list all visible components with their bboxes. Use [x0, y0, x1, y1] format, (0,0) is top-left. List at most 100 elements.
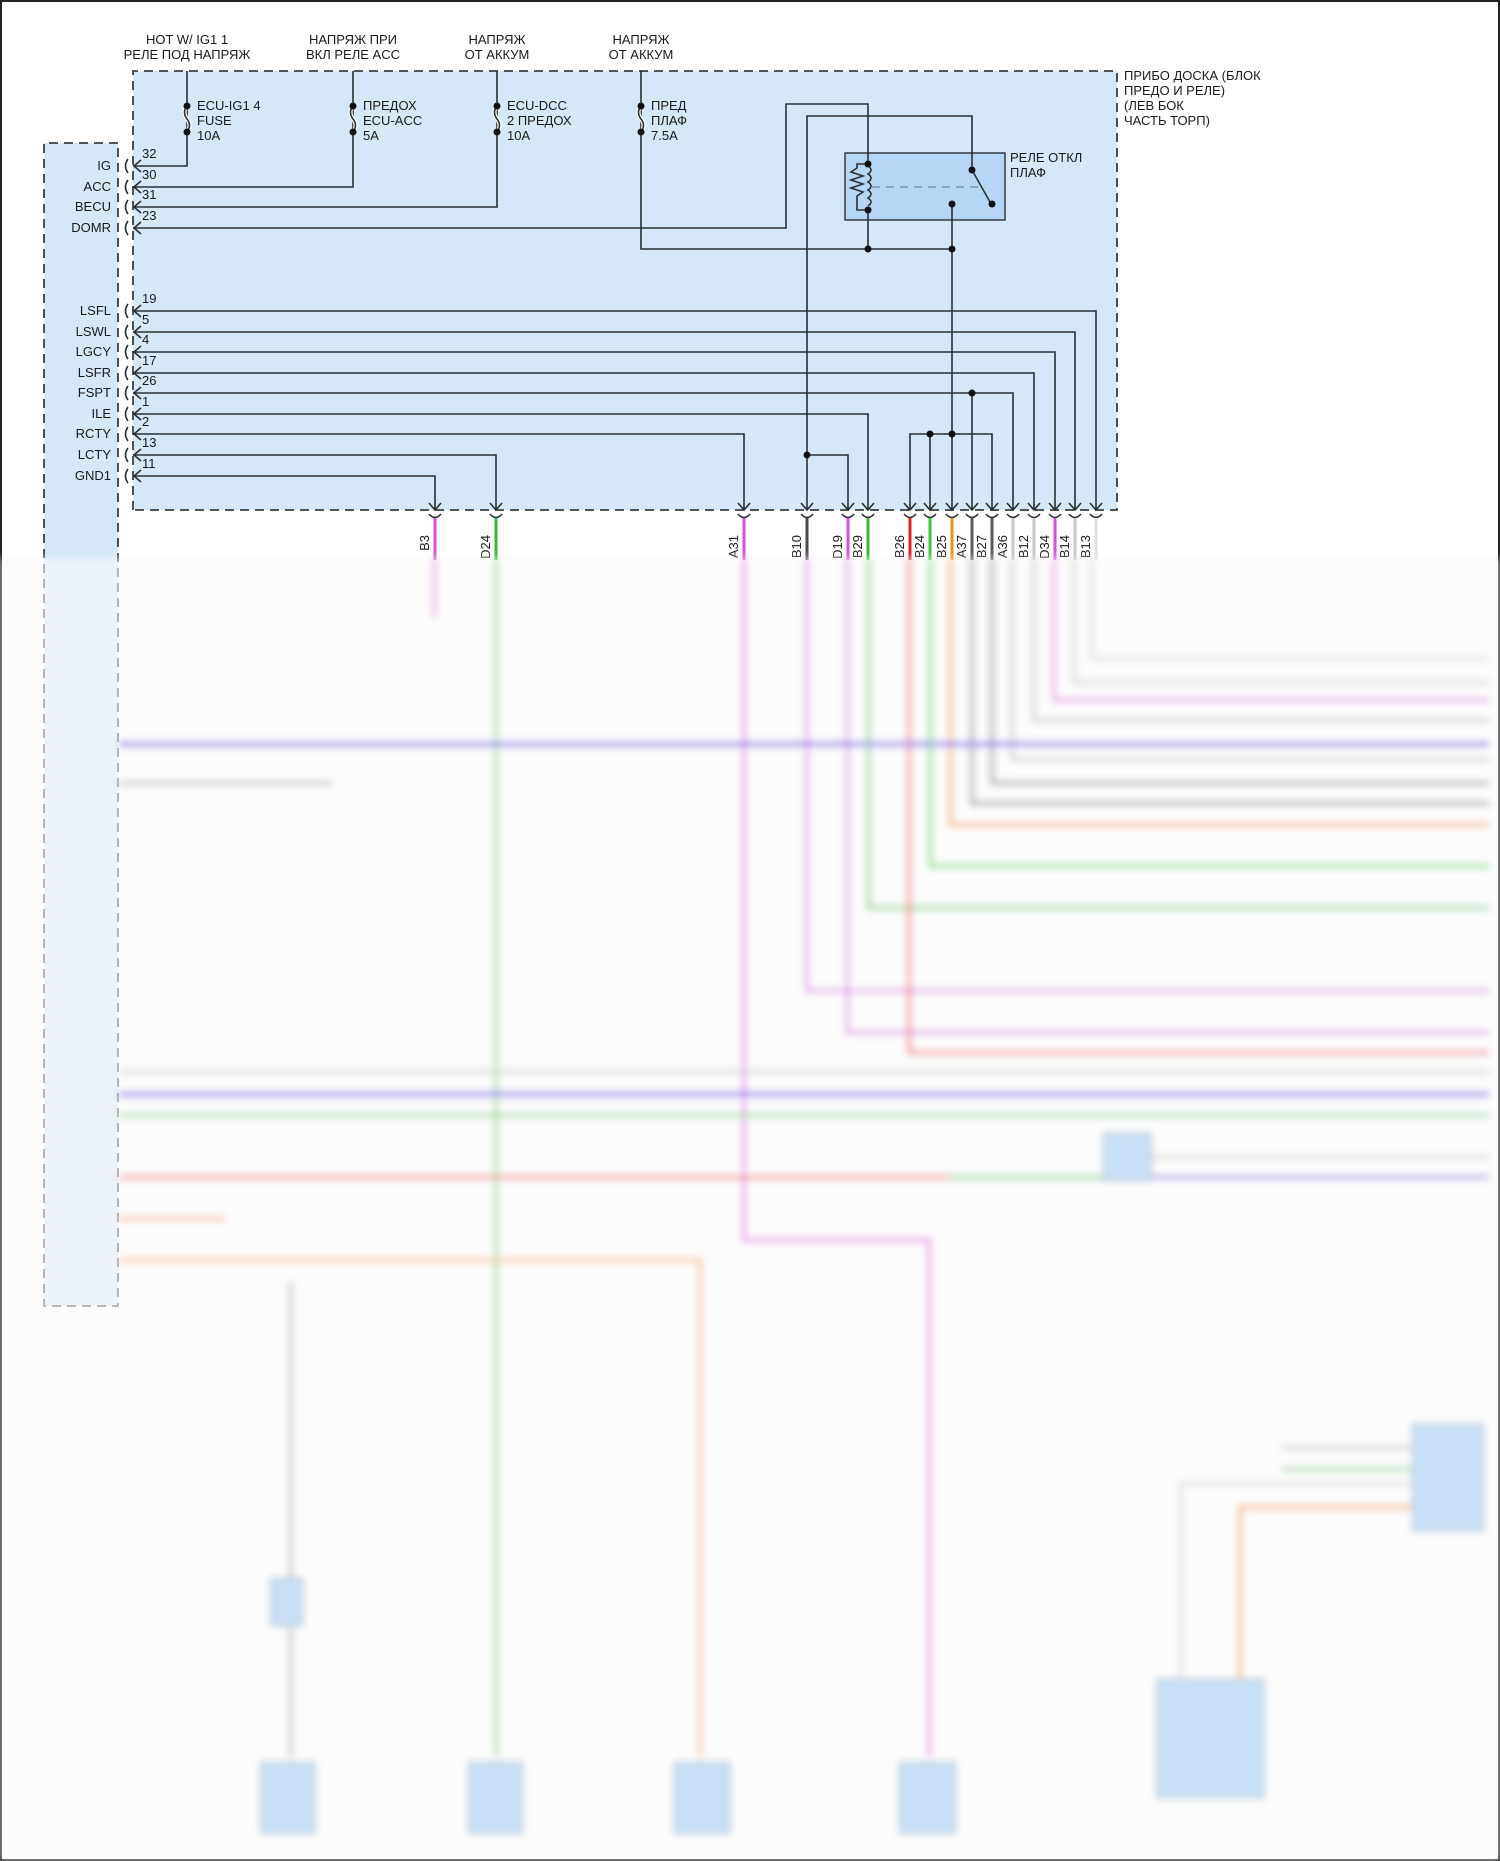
- arrow-icon: [945, 502, 959, 512]
- connector-cup-icon: [124, 158, 129, 174]
- connector-label: B12: [1016, 535, 1031, 558]
- arrow-icon: [132, 200, 142, 214]
- ecu-pin-number: 4: [142, 332, 149, 347]
- ecu-pin-name: IG: [97, 158, 111, 173]
- arrow-icon: [132, 407, 142, 421]
- ecu-pin-name: DOMR: [71, 220, 111, 235]
- ecu-pin-name: RCTY: [76, 426, 112, 441]
- ecu-pin-name: LGCY: [76, 344, 112, 359]
- relay-label: РЕЛЕ ОТКЛ: [1010, 150, 1082, 165]
- connector-label: A31: [726, 535, 741, 558]
- connector-cup-icon: [945, 513, 959, 519]
- connector-cup-icon: [124, 199, 129, 215]
- ecu-pin-number: 11: [142, 456, 156, 471]
- connector-cup-icon: [737, 513, 751, 519]
- connector-label: D19: [830, 535, 845, 559]
- ecu-pin-number: 31: [142, 187, 156, 202]
- arrow-icon: [132, 304, 142, 318]
- ecu-pin-name: FSPT: [78, 385, 111, 400]
- ecu-pin-number: 23: [142, 208, 156, 223]
- fuse-label: 10A: [197, 128, 220, 143]
- fuse-label: ECU-ACC: [363, 113, 422, 128]
- connector-label: B10: [789, 535, 804, 558]
- fuse-label: 2 ПРЕДОХ: [507, 113, 572, 128]
- arrow-icon: [985, 502, 999, 512]
- connector-cup-icon: [124, 426, 129, 442]
- connector-cup-icon: [124, 344, 129, 360]
- connector-cup-icon: [841, 513, 855, 519]
- arrow-icon: [489, 502, 503, 512]
- ecu-pin-number: 2: [142, 414, 149, 429]
- ecu-pin-number: 5: [142, 312, 149, 327]
- connector-cup-icon: [965, 513, 979, 519]
- connector-cup-icon: [923, 513, 937, 519]
- ecu-pin-number: 17: [142, 353, 156, 368]
- ecu-pin-number: 19: [142, 291, 156, 306]
- connector-cup-icon: [124, 406, 129, 422]
- supply-label: РЕЛЕ ПОД НАПРЯЖ: [124, 47, 251, 62]
- connector-label: B29: [850, 535, 865, 558]
- arrow-icon: [841, 502, 855, 512]
- arrow-icon: [903, 502, 917, 512]
- ecu-pin-number: 30: [142, 167, 156, 182]
- supply-label: ВКЛ РЕЛЕ ACC: [306, 47, 400, 62]
- arrow-icon: [1027, 502, 1041, 512]
- arrow-icon: [132, 221, 142, 235]
- arrow-icon: [1006, 502, 1020, 512]
- connector-cup-icon: [124, 220, 129, 236]
- arrow-icon: [923, 502, 937, 512]
- arrow-icon: [132, 180, 142, 194]
- arrow-icon: [132, 448, 142, 462]
- blurred-lower-diagram: [0, 557, 1500, 1861]
- connector-cup-icon: [985, 513, 999, 519]
- connector-cup-icon: [1027, 513, 1041, 519]
- junction-block-label: ПРЕДО И РЕЛЕ): [1124, 83, 1225, 98]
- supply-label: НАПРЯЖ: [612, 32, 669, 47]
- arrow-icon: [737, 502, 751, 512]
- connector-label: A36: [995, 535, 1010, 558]
- fuse-icon: [492, 102, 502, 136]
- ecu-pin-number: 32: [142, 146, 156, 161]
- arrow-icon: [428, 502, 442, 512]
- arrow-icon: [965, 502, 979, 512]
- internal-wiring: [133, 71, 1097, 510]
- junction-block-label: ЧАСТЬ ТОРП): [1124, 113, 1210, 128]
- ecu-pin-name: BECU: [75, 199, 111, 214]
- relay-coil-icon: [848, 163, 868, 211]
- supply-label: HOT W/ IG1 1: [146, 32, 228, 47]
- arrow-icon: [132, 427, 142, 441]
- fuse-icon: [636, 102, 646, 136]
- connector-label: B24: [912, 535, 927, 558]
- arrow-icon: [132, 366, 142, 380]
- ecu-pin-name: ACC: [84, 179, 111, 194]
- supply-label: НАПРЯЖ ПРИ: [309, 32, 397, 47]
- connector-label: D24: [478, 535, 493, 559]
- connector-cup-icon: [489, 513, 503, 519]
- arrow-icon: [1089, 502, 1103, 512]
- connector-cup-icon: [124, 365, 129, 381]
- ecu-pin-number: 1: [142, 394, 149, 409]
- fuse-label: FUSE: [197, 113, 232, 128]
- supply-label: НАПРЯЖ: [468, 32, 525, 47]
- connector-cup-icon: [1048, 513, 1062, 519]
- relay-label: ПЛАФ: [1010, 165, 1046, 180]
- fuse-label: 7.5A: [651, 128, 678, 143]
- connector-label: B25: [934, 535, 949, 558]
- instrument-panel-junction-block: [133, 71, 1117, 510]
- connector-cup-icon: [124, 447, 129, 463]
- ecu-pin-name: GND1: [75, 468, 111, 483]
- connector-cup-icon: [800, 513, 814, 519]
- arrow-icon: [132, 469, 142, 483]
- connector-cup-icon: [1006, 513, 1020, 519]
- fuse-label: 10A: [507, 128, 530, 143]
- connector-label: A37: [954, 535, 969, 558]
- connector-cup-icon: [428, 513, 442, 519]
- arrow-icon: [1068, 502, 1082, 512]
- supply-label: ОТ АККУМ: [609, 47, 674, 62]
- connector-label: B14: [1057, 535, 1072, 558]
- connector-label: B27: [974, 535, 989, 558]
- ecu-pin-name: LSFR: [78, 365, 111, 380]
- connector-cup-icon: [124, 179, 129, 195]
- connector-cup-icon: [124, 468, 129, 484]
- arrow-icon: [132, 159, 142, 173]
